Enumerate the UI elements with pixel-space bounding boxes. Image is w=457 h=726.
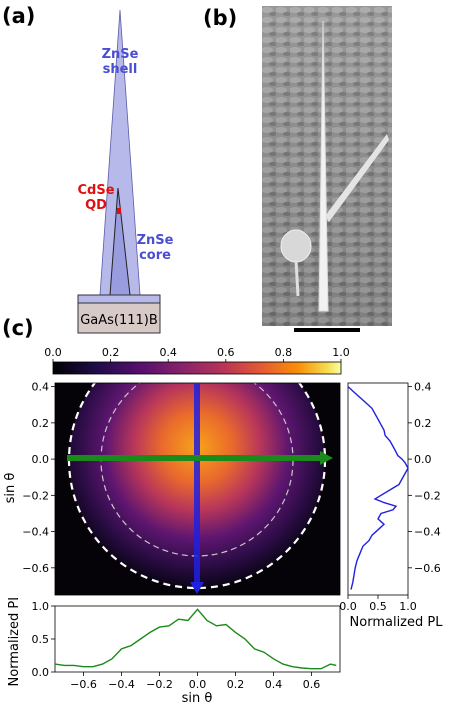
vertical-profile-ytick-label: 0.4 (414, 381, 432, 394)
horizontal-profile-xtick-label: 0.0 (189, 678, 207, 691)
gaas-substrate (77, 302, 161, 334)
colorbar-tick-label: 0.0 (45, 346, 62, 359)
qd-label-line2: QD (85, 198, 107, 213)
vertical-profile-xtick-label: 0.5 (369, 600, 387, 613)
vertical-profile-series (347, 386, 409, 590)
horizontal-profile-xtick-label: 0.4 (265, 678, 283, 691)
horizontal-profile-xtick-label: −0.2 (146, 678, 173, 691)
shell-label-line1: ZnSe (102, 47, 139, 62)
substrate-buffer-layer (77, 294, 161, 304)
map-ytick-label: −0.4 (22, 526, 49, 539)
qd-label-line1: CdSe (77, 183, 114, 198)
shell-label-line2: shell (103, 62, 138, 77)
vertical-profile-plot: 0.4 0.2 0.0 −0.2 −0.4 −0.6 0.0 0.5 1.0 Normalized… (340, 381, 444, 630)
colorbar: 0.0 0.2 0.4 0.6 0.8 1.0 (45, 346, 350, 375)
map-ytick-label: 0.2 (32, 417, 50, 430)
map-ytick-label: 0.0 (32, 453, 50, 466)
vertical-profile-ytick-label: 0.0 (414, 453, 432, 466)
horizontal-profile-xtick-label: 0.2 (227, 678, 245, 691)
horizontal-profile-xtick-label: −0.6 (70, 678, 97, 691)
pl-intensity-map: 0.4 0.2 0.0 −0.2 −0.4 −0.6 sin θ (3, 381, 341, 596)
horizontal-profile-xtick-label: −0.4 (108, 678, 135, 691)
horizontal-profile-frame (54, 605, 341, 673)
vertical-profile-ytick-label: −0.4 (414, 526, 441, 539)
panel-label-a: (a) (2, 4, 36, 28)
vertical-profile-ytick-label: 0.2 (414, 417, 432, 430)
horizontal-profile-ylabel: Normalized PL (7, 598, 22, 686)
horizontal-profile-ytick-label: 0.5 (32, 633, 50, 646)
scale-bar (294, 328, 360, 332)
map-ytick-label: −0.2 (22, 489, 49, 502)
vertical-profile-xlabel: Normalized PL (350, 615, 444, 630)
panel-label-c: (c) (2, 316, 34, 340)
colorbar-tick-label: 0.2 (102, 346, 120, 359)
sem-side-wire (325, 134, 389, 222)
sem-nanowire (318, 20, 329, 312)
colorbar-tick-label: 0.6 (217, 346, 235, 359)
panel-label-b: (b) (203, 6, 238, 30)
map-ylabel: sin θ (3, 473, 18, 504)
sem-particle (280, 229, 312, 263)
colorbar-tick-label: 1.0 (332, 346, 350, 359)
horizontal-profile-series (54, 608, 337, 670)
horizontal-profile-ytick-label: 1.0 (32, 600, 50, 613)
core-label-line2: core (139, 248, 171, 263)
vertical-cut-arrow (190, 582, 204, 594)
vertical-profile-xtick-label: 1.0 (399, 600, 417, 613)
vertical-profile-ytick-label: −0.2 (414, 489, 441, 502)
substrate-label: GaAs(111)B (80, 313, 158, 328)
horizontal-profile-plot: 0.0 0.5 1.0 −0.6 −0.4 −0.2 0.0 0.2 0.4 0.6 sin θ No… (7, 598, 341, 706)
vertical-profile-xtick-label: 0.0 (340, 600, 357, 613)
vertical-profile-ytick-label: −0.6 (414, 562, 441, 575)
colorbar-tick-label: 0.8 (275, 346, 293, 359)
quantum-dot-marker (117, 208, 121, 214)
colorbar-gradient (52, 361, 342, 375)
nanowire-schematic: GaAs(111)B ZnSe shell CdSe QD ZnSe core (77, 9, 174, 334)
horizontal-profile-xlabel: sin θ (182, 691, 213, 706)
sem-micrograph (262, 6, 392, 332)
horizontal-cut-arrow (320, 451, 333, 465)
map-ytick-label: −0.6 (22, 562, 49, 575)
horizontal-profile-xtick-label: 0.6 (303, 678, 321, 691)
core-label-line1: ZnSe (137, 233, 174, 248)
map-ytick-label: 0.4 (32, 381, 50, 394)
colorbar-tick-label: 0.4 (159, 346, 177, 359)
horizontal-profile-ytick-label: 0.0 (32, 666, 50, 679)
